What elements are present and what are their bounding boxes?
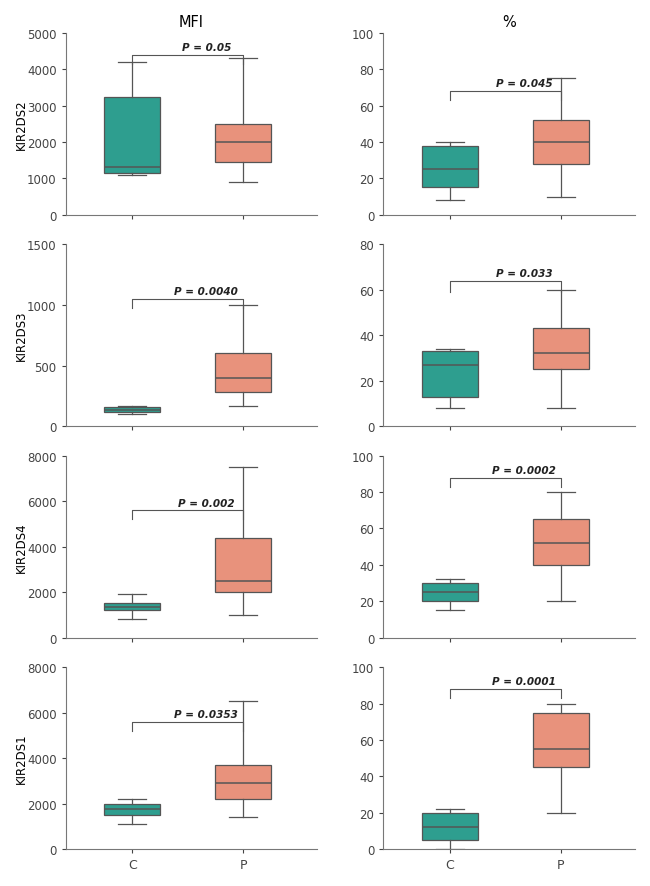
Title: %: % [502, 15, 516, 30]
Text: P = 0.05: P = 0.05 [181, 43, 231, 53]
PathPatch shape [104, 408, 161, 413]
PathPatch shape [533, 121, 589, 165]
PathPatch shape [215, 125, 272, 163]
PathPatch shape [422, 812, 478, 840]
Text: P = 0.0353: P = 0.0353 [174, 709, 239, 719]
PathPatch shape [533, 329, 589, 370]
Y-axis label: KIR2DS1: KIR2DS1 [15, 733, 28, 783]
PathPatch shape [533, 520, 589, 565]
PathPatch shape [215, 765, 272, 799]
PathPatch shape [104, 804, 161, 815]
Text: P = 0.045: P = 0.045 [496, 79, 552, 89]
Text: P = 0.0002: P = 0.0002 [492, 465, 556, 476]
Text: P = 0.033: P = 0.033 [496, 268, 552, 279]
Text: P = 0.0001: P = 0.0001 [492, 677, 556, 687]
Title: MFI: MFI [179, 15, 204, 30]
Text: P = 0.0040: P = 0.0040 [174, 287, 239, 297]
Text: P = 0.002: P = 0.002 [178, 498, 235, 508]
PathPatch shape [215, 538, 272, 593]
PathPatch shape [422, 146, 478, 188]
Y-axis label: KIR2DS2: KIR2DS2 [15, 99, 28, 150]
PathPatch shape [422, 583, 478, 602]
PathPatch shape [422, 352, 478, 397]
PathPatch shape [104, 603, 161, 610]
PathPatch shape [104, 97, 161, 174]
PathPatch shape [533, 713, 589, 767]
Y-axis label: KIR2DS3: KIR2DS3 [15, 311, 28, 361]
Y-axis label: KIR2DS4: KIR2DS4 [15, 522, 28, 572]
PathPatch shape [215, 354, 272, 392]
